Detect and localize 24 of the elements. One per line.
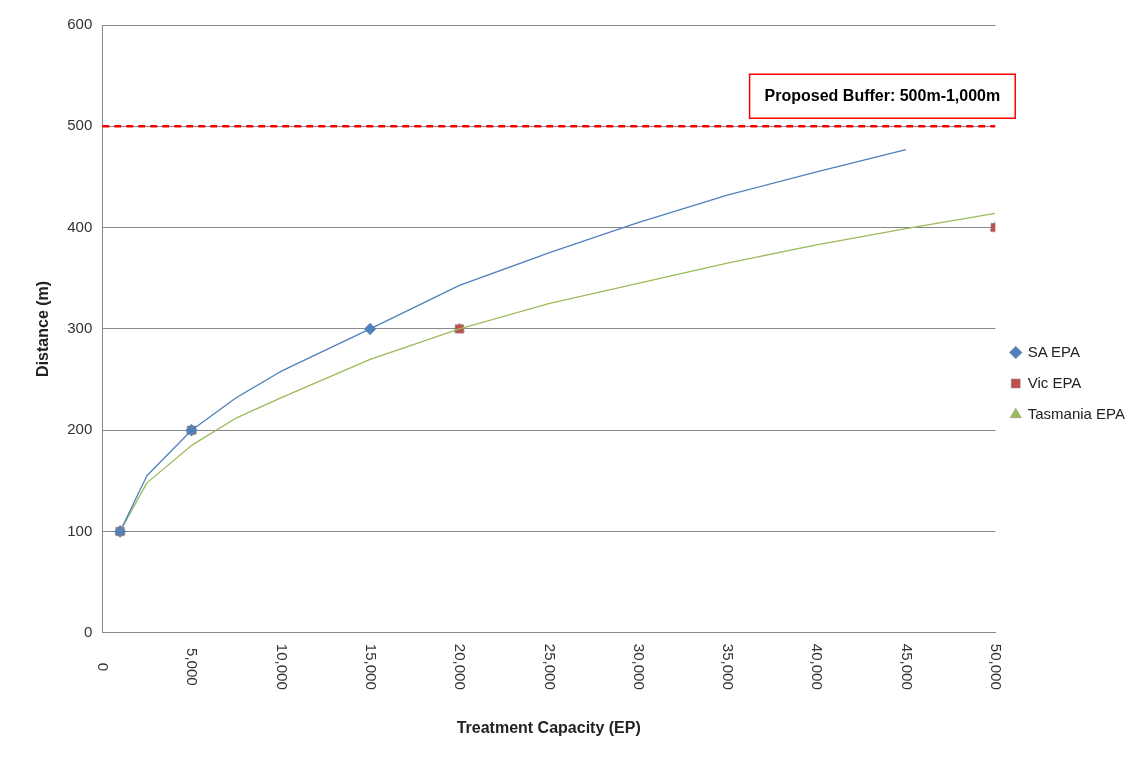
x-tick-label: 10,000 [273, 643, 291, 690]
x-tick-label: 25,000 [541, 643, 559, 690]
x-tick-label: 45,000 [898, 643, 916, 690]
x-tick-label: 20,000 [452, 643, 470, 690]
y-tick-label: 300 [67, 319, 93, 337]
y-tick-label: 200 [67, 420, 93, 438]
y-tick-label: 600 [67, 15, 93, 33]
ref-line-label: Proposed Buffer: 500m-1,000m [764, 86, 1001, 104]
x-tick-label: 40,000 [809, 643, 827, 690]
legend-label: SA EPA [1027, 342, 1080, 360]
x-tick-label: 30,000 [630, 643, 648, 690]
x-tick-label: 50,000 [988, 643, 1006, 690]
x-tick-label: 15,000 [362, 643, 380, 690]
y-tick-label: 0 [83, 622, 93, 640]
y-axis-title: Distance (m) [34, 280, 52, 377]
x-tick-label: 0 [95, 662, 113, 671]
y-tick-label: 500 [67, 116, 93, 134]
x-tick-label: 35,000 [720, 643, 738, 690]
legend-label: Vic EPA [1027, 373, 1082, 391]
y-tick-label: 100 [67, 521, 93, 539]
legend-label: Tasmania EPA [1027, 404, 1125, 422]
x-axis-title: Treatment Capacity (EP) [456, 718, 641, 736]
x-tick-label: 5,000 [184, 648, 202, 686]
y-tick-label: 400 [67, 217, 93, 235]
